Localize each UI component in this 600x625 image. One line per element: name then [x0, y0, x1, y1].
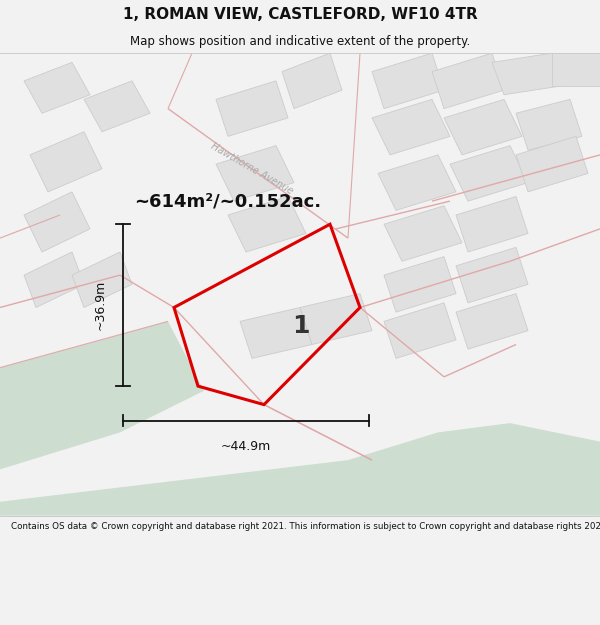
Polygon shape: [216, 81, 288, 136]
Polygon shape: [228, 196, 306, 252]
Polygon shape: [516, 136, 588, 192]
Polygon shape: [456, 248, 528, 303]
Polygon shape: [24, 252, 84, 308]
Polygon shape: [0, 423, 600, 516]
Polygon shape: [30, 132, 102, 192]
Polygon shape: [552, 53, 600, 86]
Polygon shape: [384, 257, 456, 312]
Polygon shape: [372, 53, 444, 109]
Polygon shape: [516, 99, 582, 150]
Polygon shape: [432, 53, 504, 109]
Text: ~614m²/~0.152ac.: ~614m²/~0.152ac.: [134, 192, 322, 210]
Text: 1: 1: [292, 314, 310, 338]
Polygon shape: [240, 308, 312, 358]
Polygon shape: [384, 206, 462, 261]
Polygon shape: [456, 294, 528, 349]
Polygon shape: [300, 294, 372, 344]
Polygon shape: [450, 146, 528, 201]
Polygon shape: [0, 321, 204, 469]
Polygon shape: [444, 99, 522, 155]
Text: Contains OS data © Crown copyright and database right 2021. This information is : Contains OS data © Crown copyright and d…: [11, 522, 600, 531]
Text: ~36.9m: ~36.9m: [94, 280, 107, 330]
Text: Map shows position and indicative extent of the property.: Map shows position and indicative extent…: [130, 35, 470, 48]
Polygon shape: [372, 99, 450, 155]
Polygon shape: [492, 53, 564, 95]
Polygon shape: [384, 303, 456, 358]
Polygon shape: [216, 146, 294, 201]
Polygon shape: [24, 62, 90, 113]
Polygon shape: [24, 192, 90, 252]
Polygon shape: [72, 252, 132, 308]
Polygon shape: [456, 196, 528, 252]
Text: ~44.9m: ~44.9m: [221, 440, 271, 452]
Text: Hawthorne Avenue: Hawthorne Avenue: [209, 141, 295, 196]
Polygon shape: [84, 81, 150, 132]
Polygon shape: [282, 53, 342, 109]
Text: 1, ROMAN VIEW, CASTLEFORD, WF10 4TR: 1, ROMAN VIEW, CASTLEFORD, WF10 4TR: [122, 8, 478, 22]
Polygon shape: [378, 155, 456, 211]
